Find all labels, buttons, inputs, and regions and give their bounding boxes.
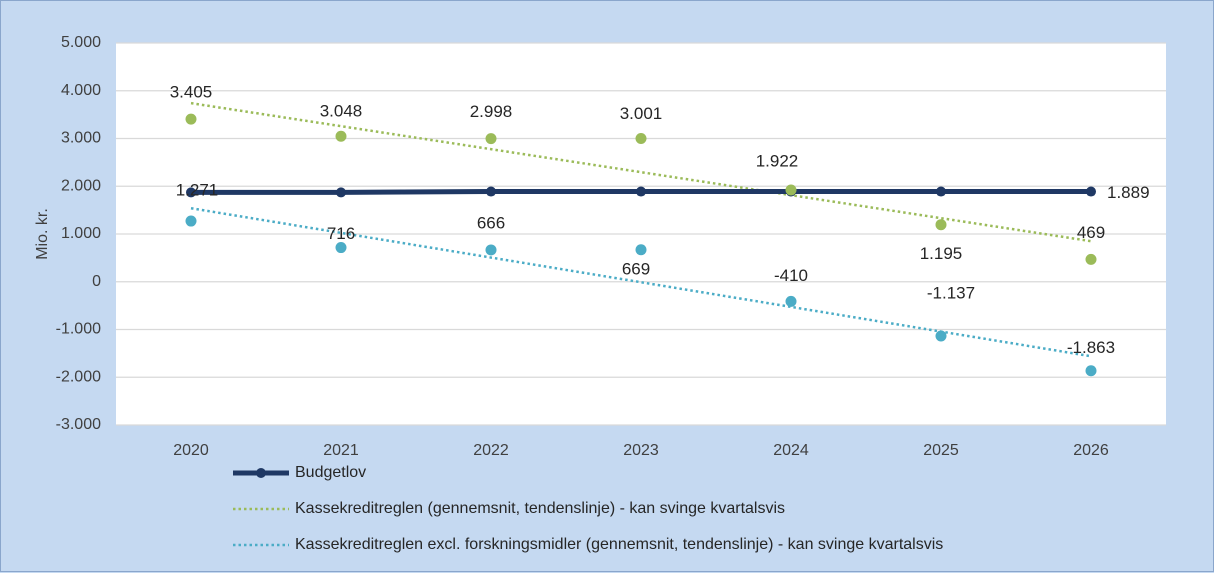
data-point-s0-2025 <box>936 186 946 197</box>
data-point-s1-2020 <box>185 113 197 125</box>
data-label-s0-2026: 1.889 <box>1107 183 1150 202</box>
y-tick-label: -3.000 <box>56 416 101 433</box>
x-tick-label: 2020 <box>173 442 209 459</box>
data-point-s2-2025 <box>935 330 947 342</box>
data-label-s1-2024: 1.922 <box>756 151 799 170</box>
data-point-s2-2023 <box>635 244 647 256</box>
data-label-s2-2021: 716 <box>327 224 355 243</box>
data-label-s1-2026: 469 <box>1077 223 1105 242</box>
y-tick-label: -2.000 <box>56 368 101 385</box>
legend-item-1: Kassekreditreglen (gennemsnit, tendensli… <box>233 500 785 517</box>
data-label-s1-2025: 1.195 <box>920 244 963 263</box>
x-tick-label: 2023 <box>623 442 659 459</box>
legend-label: Kassekreditreglen (gennemsnit, tendensli… <box>295 500 785 517</box>
legend-item-0: Budgetlov <box>233 464 366 481</box>
data-label-s1-2021: 3.048 <box>320 102 363 121</box>
data-point-s1-2025 <box>935 219 947 231</box>
data-point-s0-2020 <box>186 187 196 198</box>
data-point-s2-2024 <box>785 295 797 307</box>
y-axis-label: Mio. kr. <box>34 208 51 260</box>
data-label-s2-2020: 1.271 <box>176 181 219 200</box>
data-point-s1-2026 <box>1085 253 1097 265</box>
x-tick-label: 2022 <box>473 442 509 459</box>
data-label-s2-2024: -410 <box>774 266 808 285</box>
legend-label: Budgetlov <box>295 464 366 481</box>
data-label-s2-2023: 669 <box>622 259 650 278</box>
data-label-s2-2025: -1.137 <box>927 284 975 303</box>
data-point-s1-2021 <box>335 130 347 142</box>
data-point-s0-2023 <box>636 186 646 197</box>
y-tick-label: 1.000 <box>61 225 101 242</box>
x-tick-label: 2021 <box>323 442 359 459</box>
data-point-s0-2021 <box>336 187 346 198</box>
data-point-s2-2022 <box>485 244 497 256</box>
data-label-s1-2022: 2.998 <box>470 102 513 121</box>
y-tick-label: -1.000 <box>56 321 101 338</box>
x-tick-label: 2025 <box>923 442 959 459</box>
y-tick-label: 2.000 <box>61 177 101 194</box>
y-tick-label: 5.000 <box>61 34 101 51</box>
legend-item-2: Kassekreditreglen excl. forskningsmidler… <box>233 536 943 553</box>
data-point-s2-2020 <box>185 215 197 227</box>
data-point-s1-2022 <box>485 133 497 145</box>
data-label-s1-2020: 3.405 <box>170 83 213 102</box>
x-tick-label: 2024 <box>773 442 809 459</box>
y-tick-label: 3.000 <box>61 130 101 147</box>
legend-label: Kassekreditreglen excl. forskningsmidler… <box>295 536 943 553</box>
data-label-s2-2022: 666 <box>477 213 505 232</box>
data-point-s2-2021 <box>335 242 347 254</box>
data-point-s1-2023 <box>635 132 647 144</box>
x-tick-label: 2026 <box>1073 442 1109 459</box>
y-tick-label: 4.000 <box>61 82 101 99</box>
data-label-s2-2026: -1.863 <box>1067 338 1115 357</box>
legend-marker <box>256 468 266 478</box>
data-label-s1-2023: 3.001 <box>620 104 663 123</box>
data-point-s1-2024 <box>785 184 797 196</box>
data-point-s2-2026 <box>1085 365 1097 377</box>
y-tick-label: 0 <box>92 273 101 290</box>
data-point-s0-2026 <box>1086 186 1096 197</box>
data-point-s0-2022 <box>486 186 496 197</box>
